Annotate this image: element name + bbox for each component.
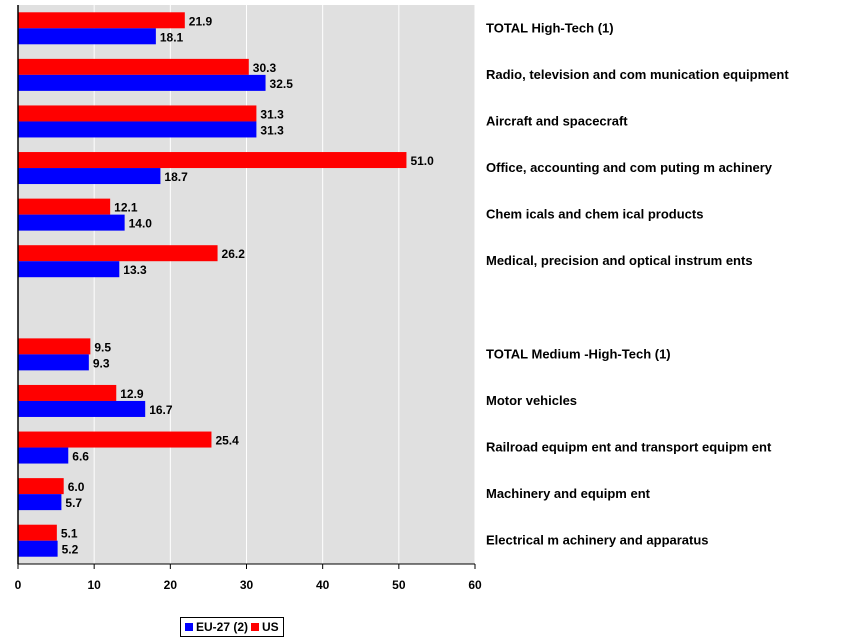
category-label: Railroad equipm ent and transport equipm… xyxy=(486,440,772,455)
value-label-eu: 5.7 xyxy=(65,496,82,510)
category-label: Office, accounting and com puting m achi… xyxy=(486,160,773,175)
x-axis: 0 10 20 30 40 50 60 xyxy=(15,5,482,592)
value-label-us: 9.5 xyxy=(94,340,111,354)
bar-eu xyxy=(18,74,266,91)
category-label: TOTAL Medium -High-Tech (1) xyxy=(486,346,671,361)
legend-swatch-us xyxy=(251,623,260,631)
bar-us xyxy=(18,152,407,169)
bar-us xyxy=(18,58,249,75)
value-label-us: 31.3 xyxy=(260,107,284,121)
bar-us xyxy=(18,198,111,215)
legend: EU-27 (2) US xyxy=(180,617,284,637)
category-label: Chem icals and chem ical products xyxy=(486,207,703,222)
value-label-us: 51.0 xyxy=(410,154,434,168)
value-labels: 21.9 18.1 30.3 32.5 31.3 31.3 51.0 18.7 12.1 14.0… xyxy=(61,14,434,556)
legend-item-eu: EU-27 (2) xyxy=(185,620,248,634)
bar-us xyxy=(18,524,57,541)
x-tick-label: 40 xyxy=(316,578,330,592)
bar-eu xyxy=(18,494,62,511)
category-label: Medical, precision and optical instrum e… xyxy=(486,253,753,268)
value-label-us: 6.0 xyxy=(68,480,85,494)
bar-eu xyxy=(18,400,146,417)
x-tick-label: 30 xyxy=(240,578,254,592)
category-label: Machinery and equipm ent xyxy=(486,486,651,501)
bar-eu xyxy=(18,354,89,371)
bar-eu xyxy=(18,121,257,138)
legend-swatch-eu xyxy=(185,623,193,631)
value-label-eu: 18.7 xyxy=(164,170,188,184)
value-label-eu: 13.3 xyxy=(123,263,147,277)
x-tick-label: 0 xyxy=(15,578,22,592)
x-tick-label: 20 xyxy=(164,578,178,592)
value-label-eu: 9.3 xyxy=(93,356,110,370)
bar-eu xyxy=(18,447,69,464)
value-label-us: 12.9 xyxy=(120,387,144,401)
category-labels: TOTAL High-Tech (1) Radio, television and… xyxy=(486,20,789,547)
value-label-us: 5.1 xyxy=(61,527,78,541)
value-label-us: 12.1 xyxy=(114,201,138,215)
value-label-us: 21.9 xyxy=(189,14,213,28)
category-label: Radio, television and com munication equ… xyxy=(486,67,789,82)
value-label-eu: 18.1 xyxy=(160,30,184,44)
bar-us xyxy=(18,105,257,122)
bar-eu xyxy=(18,214,125,231)
bar-us xyxy=(18,12,185,29)
category-label: Motor vehicles xyxy=(486,393,577,408)
value-label-us: 30.3 xyxy=(253,61,277,75)
bar-us xyxy=(18,478,64,495)
bar-eu xyxy=(18,28,156,45)
legend-label-eu: EU-27 (2) xyxy=(196,620,249,634)
category-label: Electrical m achinery and apparatus xyxy=(486,533,709,548)
x-tick-label: 60 xyxy=(468,578,482,592)
value-label-eu: 14.0 xyxy=(129,217,153,231)
value-label-eu: 31.3 xyxy=(260,123,284,137)
bar-us xyxy=(18,245,218,262)
bar-us xyxy=(18,338,91,355)
bars xyxy=(18,12,407,557)
bar-us xyxy=(18,431,212,448)
bar-eu xyxy=(18,540,58,557)
value-label-us: 26.2 xyxy=(222,247,246,261)
value-label-eu: 32.5 xyxy=(270,77,294,91)
legend-label-us: US xyxy=(262,620,279,634)
x-tick-label: 10 xyxy=(87,578,101,592)
bar-eu xyxy=(18,261,120,278)
value-label-us: 25.4 xyxy=(215,434,239,448)
x-tick-label: 50 xyxy=(392,578,406,592)
value-label-eu: 6.6 xyxy=(72,450,89,464)
legend-item-us: US xyxy=(251,620,279,634)
category-label: TOTAL High-Tech (1) xyxy=(486,20,614,35)
value-label-eu: 16.7 xyxy=(149,403,173,417)
category-label: Aircraft and spacecraft xyxy=(486,113,628,128)
grid-lines xyxy=(93,5,476,564)
value-label-eu: 5.2 xyxy=(62,543,79,557)
bar-eu xyxy=(18,168,161,185)
bar-us xyxy=(18,384,117,401)
